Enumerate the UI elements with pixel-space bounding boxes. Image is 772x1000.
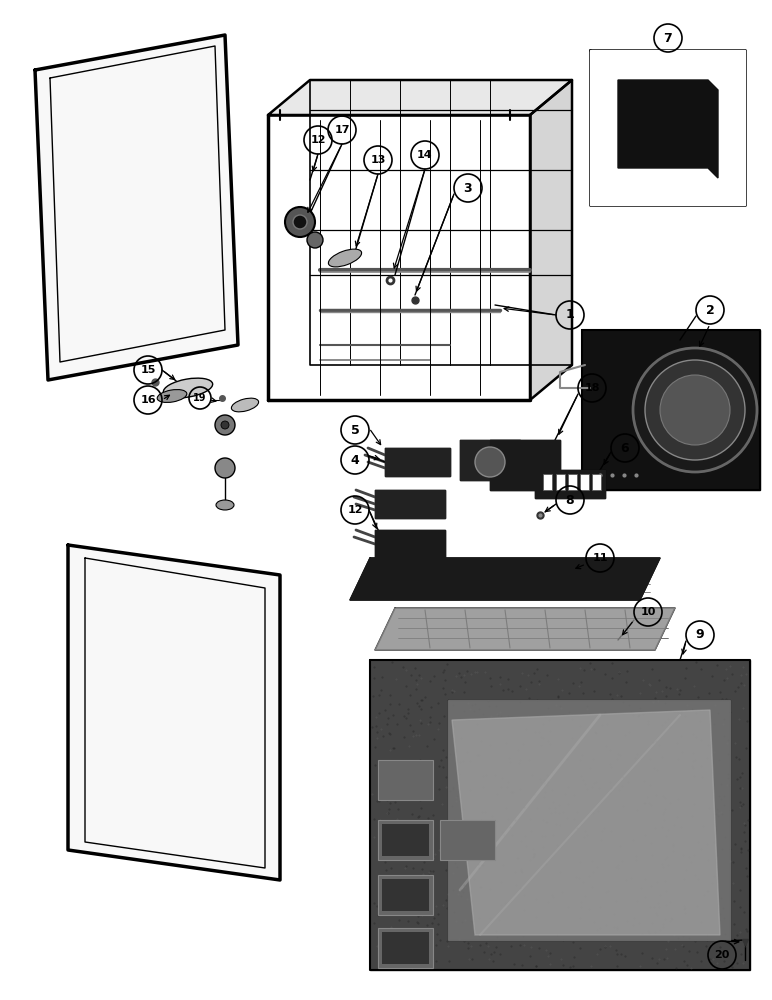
Text: 15: 15	[141, 365, 156, 375]
Text: 4: 4	[350, 454, 360, 466]
Circle shape	[285, 207, 315, 237]
Polygon shape	[375, 530, 445, 558]
Polygon shape	[268, 80, 572, 115]
Circle shape	[307, 232, 323, 248]
Bar	[556, 474, 565, 490]
Polygon shape	[590, 50, 745, 205]
Text: 2: 2	[706, 304, 714, 316]
Polygon shape	[350, 558, 660, 600]
Text: 18: 18	[584, 383, 600, 393]
Text: 8: 8	[566, 493, 574, 506]
Ellipse shape	[216, 500, 234, 510]
Text: 16: 16	[141, 395, 156, 405]
Bar	[543, 474, 552, 490]
Polygon shape	[375, 608, 675, 650]
Polygon shape	[375, 490, 445, 518]
Circle shape	[633, 348, 757, 472]
Polygon shape	[452, 710, 720, 935]
Circle shape	[215, 458, 235, 478]
Polygon shape	[35, 35, 238, 380]
Polygon shape	[535, 470, 605, 498]
Text: 19: 19	[193, 393, 207, 403]
Bar	[378, 760, 433, 800]
Bar	[382, 824, 429, 856]
Polygon shape	[618, 80, 718, 178]
Text: 14: 14	[417, 150, 433, 160]
Bar	[568, 474, 577, 490]
Bar	[382, 879, 429, 911]
Bar	[592, 474, 601, 490]
Circle shape	[215, 415, 235, 435]
Text: 6: 6	[621, 442, 629, 454]
Bar	[378, 875, 433, 915]
Circle shape	[475, 447, 505, 477]
Bar	[440, 820, 495, 860]
Bar	[378, 820, 433, 860]
Text: 12: 12	[310, 135, 326, 145]
Text: 5: 5	[350, 424, 360, 436]
Circle shape	[645, 360, 745, 460]
Circle shape	[221, 421, 229, 429]
Polygon shape	[530, 80, 572, 400]
Bar	[580, 474, 589, 490]
Text: 13: 13	[371, 155, 386, 165]
Polygon shape	[448, 700, 730, 940]
Text: 9: 9	[696, 629, 704, 642]
Polygon shape	[490, 440, 560, 490]
Polygon shape	[460, 440, 520, 480]
Text: 1: 1	[566, 308, 574, 322]
Text: 11: 11	[592, 553, 608, 563]
Ellipse shape	[157, 390, 187, 402]
Polygon shape	[582, 330, 760, 490]
Ellipse shape	[328, 249, 361, 267]
Text: 12: 12	[347, 505, 363, 515]
Text: 17: 17	[334, 125, 350, 135]
Circle shape	[293, 215, 307, 229]
Text: 7: 7	[664, 31, 672, 44]
Polygon shape	[370, 660, 750, 970]
Bar	[378, 928, 433, 968]
Text: 10: 10	[640, 607, 655, 617]
Bar	[382, 932, 429, 964]
Text: 20: 20	[714, 950, 730, 960]
Text: 3: 3	[464, 182, 472, 194]
Circle shape	[660, 375, 730, 445]
Ellipse shape	[232, 398, 259, 412]
Polygon shape	[68, 545, 280, 880]
Ellipse shape	[164, 378, 212, 398]
Polygon shape	[385, 448, 450, 476]
